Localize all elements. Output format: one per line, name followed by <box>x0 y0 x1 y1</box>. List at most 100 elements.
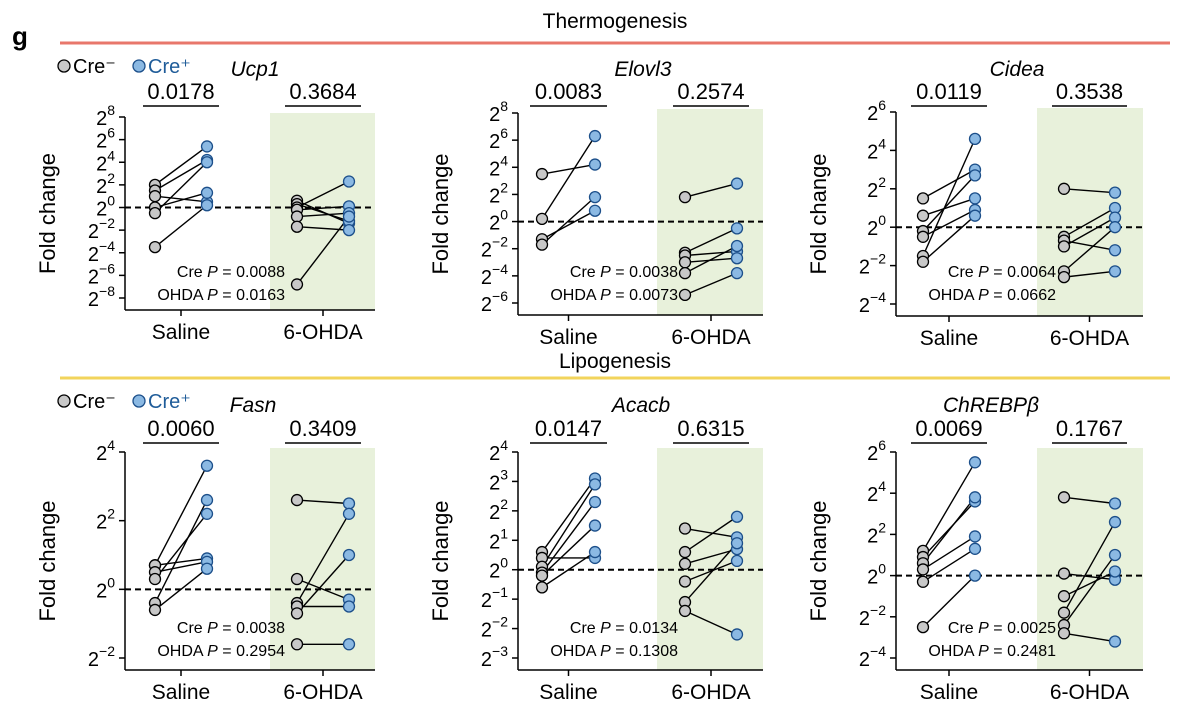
y-tick-label: 28 <box>489 98 508 126</box>
legend-label-cre-pos: Cre⁺ <box>148 391 191 413</box>
p-value-label: 0.0178 <box>147 79 214 104</box>
point-cre-neg <box>535 238 549 251</box>
p-value-label: 0.0147 <box>535 416 602 441</box>
stats-label: Cre P = 0.0088 <box>177 264 285 281</box>
pair-line <box>541 163 596 175</box>
chart-title: Fasn <box>230 394 277 417</box>
point-cre-pos <box>968 491 982 504</box>
stats-label: OHDA P = 0.0662 <box>928 287 1056 304</box>
pair-line <box>684 548 738 565</box>
x-tick-label: Saline <box>539 326 597 349</box>
pair-line <box>684 182 738 198</box>
y-tick-label: 2−4 <box>859 289 886 317</box>
pair-line <box>684 560 738 583</box>
pair-line <box>684 527 738 539</box>
point-cre-pos <box>1108 548 1122 562</box>
pair-line <box>541 551 596 588</box>
pair-line <box>296 578 350 601</box>
ohda-shaded-region <box>657 109 763 315</box>
y-tick-label: 2−4 <box>88 238 115 266</box>
pair-line <box>154 204 208 248</box>
y-tick-label: 22 <box>867 174 886 202</box>
y-tick-label: 2−3 <box>481 643 508 671</box>
pair-line <box>1063 226 1116 272</box>
pair-line <box>922 548 976 583</box>
stats-label: OHDA P = 0.0163 <box>157 287 285 304</box>
pair-line <box>541 478 596 553</box>
point-cre-pos <box>342 507 356 520</box>
point-cre-neg <box>535 167 549 181</box>
point-cre-neg <box>290 210 304 223</box>
point-cre-pos <box>1108 635 1122 648</box>
y-tick-label: 23 <box>489 466 508 494</box>
y-tick-label: 22 <box>489 496 508 524</box>
point-cre-neg <box>678 266 692 280</box>
point-cre-neg <box>1057 590 1071 603</box>
pair-line <box>154 465 208 566</box>
point-cre-pos <box>200 156 214 169</box>
pair-line <box>922 197 976 217</box>
y-tick-label: 2−2 <box>859 251 886 279</box>
point-cre-neg <box>290 278 304 291</box>
y-tick-label: 2−1 <box>481 584 508 612</box>
point-cre-neg <box>1057 627 1071 640</box>
pair-line <box>154 568 208 611</box>
chart-title: Acacb <box>610 394 671 417</box>
pair-line <box>296 554 350 614</box>
point-cre-pos <box>200 493 214 507</box>
point-cre-neg <box>678 288 692 302</box>
stats-label: Cre P = 0.0064 <box>948 264 1056 281</box>
ohda-shaded-region <box>1037 108 1143 316</box>
pair-line <box>296 499 350 505</box>
point-cre-pos <box>588 495 602 509</box>
pair-line <box>541 525 596 577</box>
pair-line <box>154 499 208 604</box>
y-tick-label: 22 <box>489 179 508 207</box>
pair-line <box>1063 270 1116 278</box>
point-cre-neg <box>678 604 692 618</box>
point-cre-neg <box>148 240 162 254</box>
p-value-label: 0.3538 <box>1056 79 1123 104</box>
ohda-shaded-region <box>1037 448 1143 670</box>
point-cre-pos <box>1108 244 1122 257</box>
point-cre-neg <box>916 230 930 243</box>
p-value-label: 0.0069 <box>915 416 982 441</box>
pair-line <box>541 210 596 240</box>
pair-line <box>922 535 976 571</box>
pair-line <box>922 496 976 564</box>
x-tick-label: Saline <box>152 321 210 344</box>
y-tick-label: 2−8 <box>88 283 115 311</box>
ohda-shaded-region <box>657 448 763 670</box>
pair-line <box>154 159 208 192</box>
point-cre-neg <box>916 620 930 634</box>
chart-panel-3: 26 24 22 20 2−2 2−4 Saline 6-OHDA Fold change Cid… <box>806 58 1143 350</box>
point-cre-neg <box>148 190 162 203</box>
y-tick-label: 26 <box>867 437 886 465</box>
point-cre-neg <box>678 190 692 204</box>
y-tick-label: 2−6 <box>481 288 508 316</box>
stats-label: Cre P = 0.0134 <box>570 620 678 637</box>
point-cre-neg <box>148 207 162 220</box>
pair-line <box>296 216 350 285</box>
point-cre-pos <box>968 132 982 146</box>
point-cre-pos <box>730 510 744 523</box>
pair-line <box>1063 207 1116 238</box>
panel-letter: g <box>12 21 28 51</box>
point-cre-neg <box>535 212 549 226</box>
point-cre-pos <box>730 239 744 253</box>
chart-title: Elovl3 <box>614 58 672 81</box>
section-title: Lipogenesis <box>559 350 671 373</box>
chart-title: Cidea <box>990 58 1045 81</box>
y-tick-label: 2−4 <box>481 261 508 289</box>
point-cre-pos <box>730 628 744 641</box>
y-tick-label: 24 <box>489 437 508 465</box>
y-tick-label: 2−2 <box>88 215 115 243</box>
legend-label-cre-neg: Cre⁻ <box>73 391 116 413</box>
pair-line <box>154 145 208 186</box>
pair-line <box>922 215 976 263</box>
point-cre-neg <box>678 256 692 269</box>
point-cre-neg <box>290 493 304 507</box>
y-tick-label: 20 <box>489 555 508 583</box>
